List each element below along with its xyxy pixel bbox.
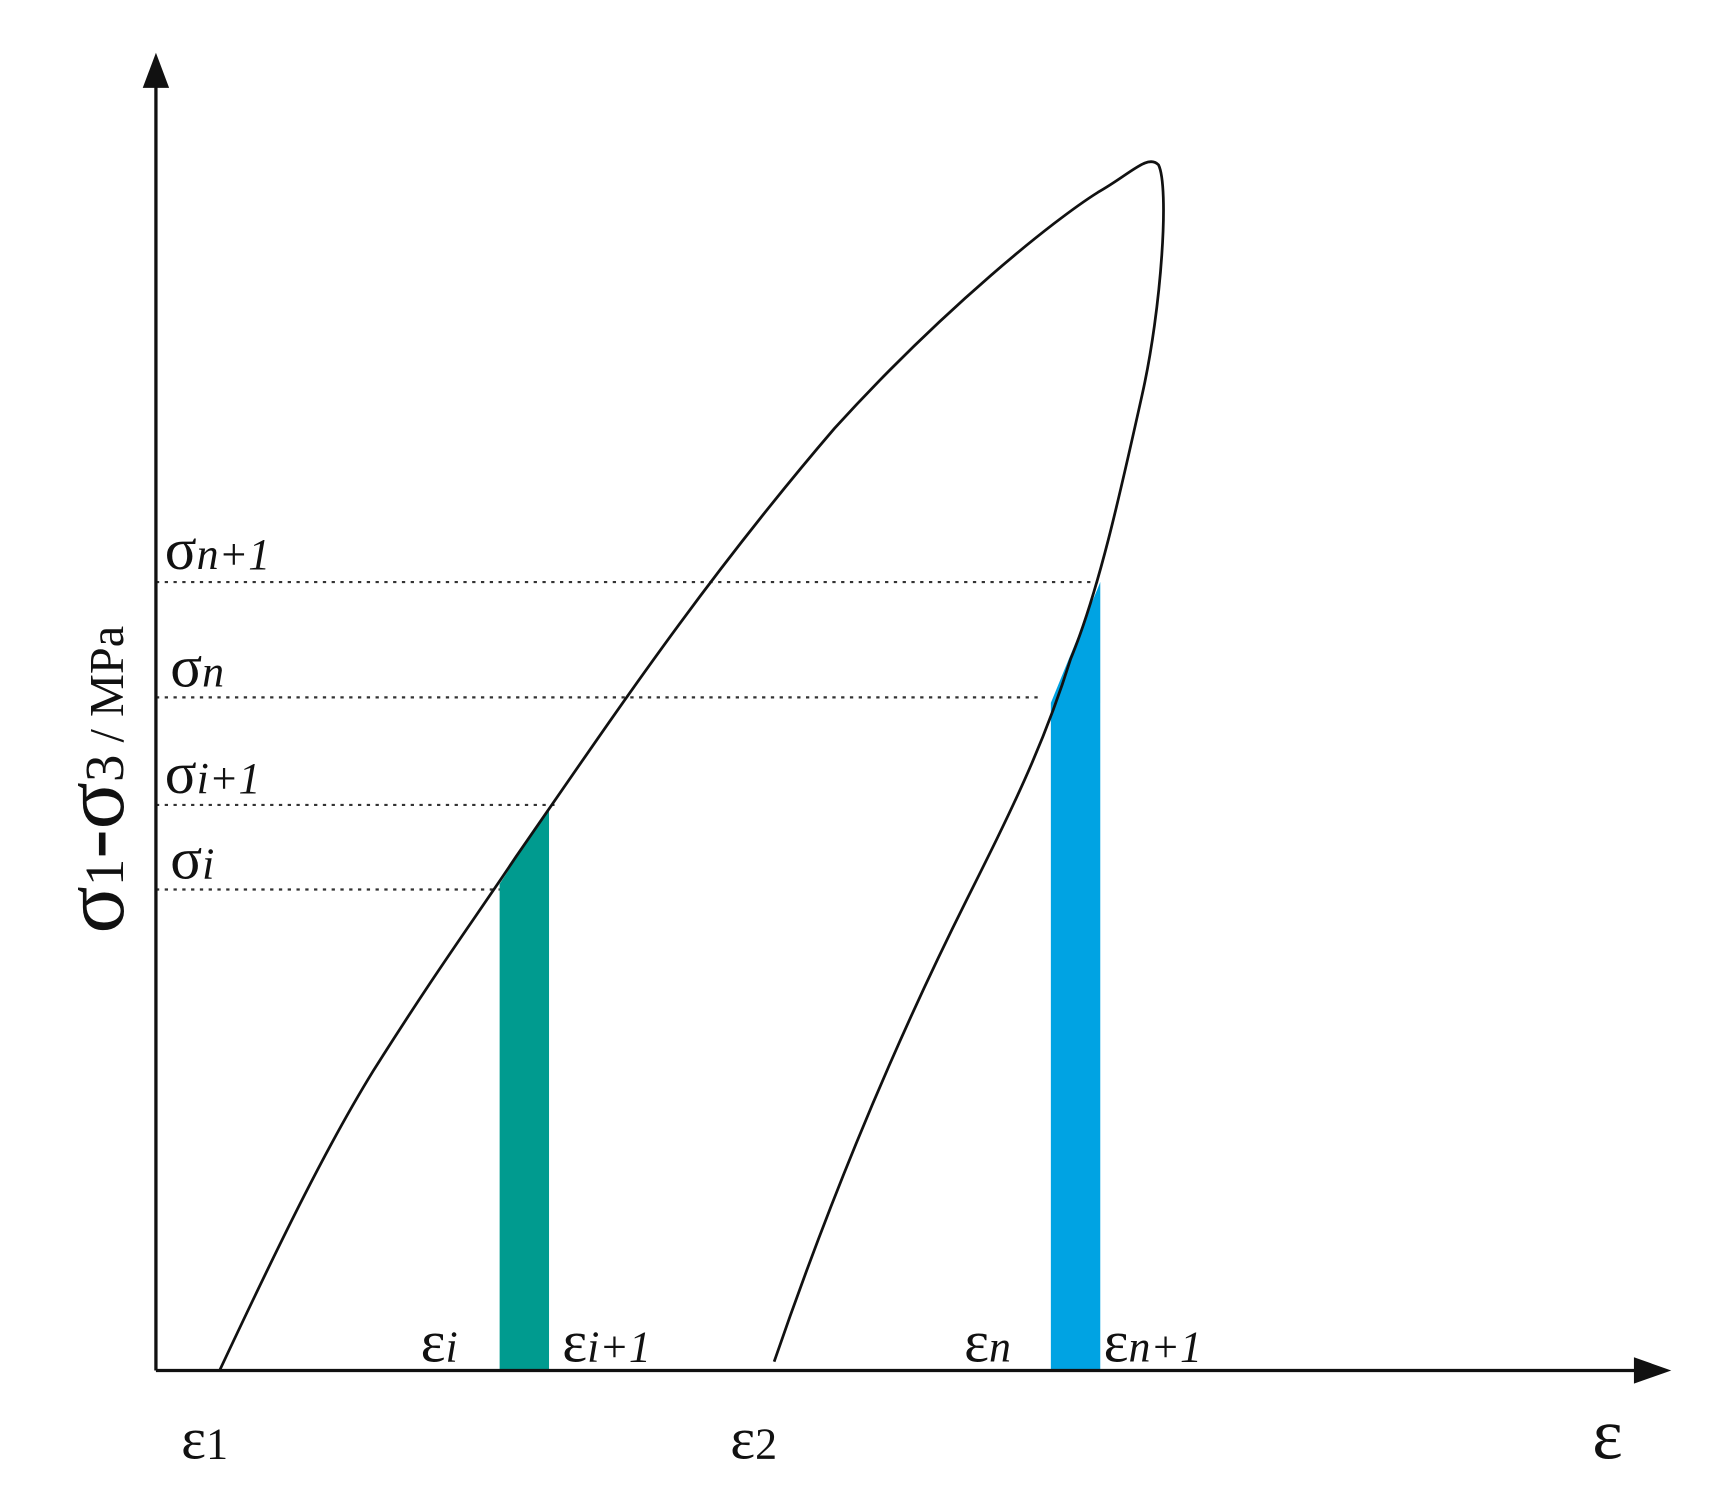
label-symbol: ε bbox=[562, 1309, 587, 1375]
y-label-part: -σ bbox=[46, 782, 143, 859]
label-symbol: ε bbox=[730, 1405, 755, 1471]
label-subscript: n bbox=[989, 1323, 1011, 1372]
label-subscript: i+1 bbox=[197, 754, 261, 803]
label-symbol: ε bbox=[1104, 1309, 1129, 1375]
strain-interval-n bbox=[1050, 582, 1101, 1371]
symbol-label: εi+1 bbox=[562, 1309, 651, 1375]
y-label-part: 1 bbox=[74, 859, 135, 886]
symbol-label: εi bbox=[421, 1309, 458, 1375]
label-subscript: i bbox=[445, 1323, 457, 1372]
symbol-label: σn bbox=[170, 633, 224, 699]
label-subscript: 2 bbox=[755, 1419, 777, 1468]
label-subscript: i+1 bbox=[587, 1323, 651, 1372]
x-axis-label: ε bbox=[1592, 1393, 1622, 1474]
symbol-label: εn+1 bbox=[1104, 1309, 1202, 1375]
label-subscript: n bbox=[202, 647, 224, 696]
label-symbol: ε bbox=[421, 1309, 446, 1375]
symbol-label: ε2 bbox=[730, 1405, 777, 1471]
y-label-part: 3 bbox=[74, 755, 135, 782]
symbol-label: σn+1 bbox=[165, 516, 271, 582]
symbol-label: σi bbox=[170, 826, 214, 892]
label-symbol: σ bbox=[170, 633, 202, 699]
axes bbox=[154, 76, 1648, 1373]
label-symbol: σ bbox=[170, 826, 202, 892]
label-subscript: 1 bbox=[206, 1419, 228, 1468]
stress-strain-curve bbox=[218, 160, 1165, 1372]
y-arrow bbox=[142, 52, 170, 88]
symbol-label: εn bbox=[964, 1309, 1011, 1375]
strain-interval-i bbox=[499, 807, 550, 1371]
symbol-label: ε1 bbox=[181, 1405, 228, 1471]
y-label-part: / MPa bbox=[81, 626, 134, 755]
label-symbol: ε bbox=[964, 1309, 989, 1375]
guide-lines bbox=[155, 580, 1099, 891]
label-symbol: ε bbox=[181, 1405, 206, 1471]
label-subscript: n+1 bbox=[197, 530, 271, 579]
label-subscript: n+1 bbox=[1128, 1323, 1202, 1372]
symbol-label: σi+1 bbox=[165, 740, 261, 806]
label-symbol: σ bbox=[165, 516, 197, 582]
label-subscript: i bbox=[202, 840, 214, 889]
y-label-part: σ bbox=[46, 886, 143, 933]
y-axis-label: σ1-σ3 / MPa bbox=[46, 626, 143, 934]
x-arrow bbox=[1633, 1357, 1672, 1384]
label-symbol: σ bbox=[165, 740, 197, 806]
